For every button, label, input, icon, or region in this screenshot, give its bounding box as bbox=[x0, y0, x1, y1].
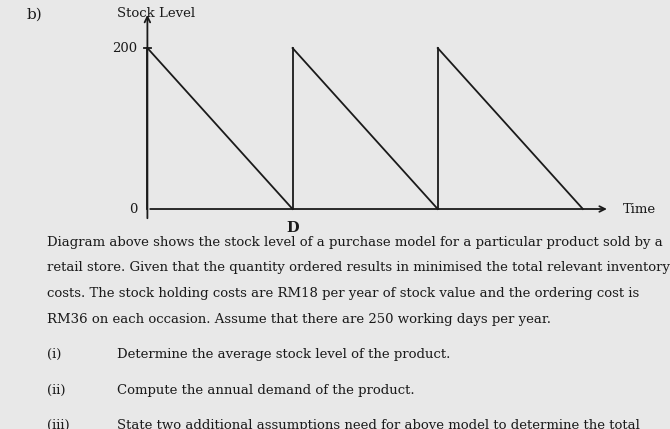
Text: Time: Time bbox=[623, 202, 656, 215]
Text: Stock Level: Stock Level bbox=[117, 7, 196, 20]
Text: (ii): (ii) bbox=[47, 384, 66, 397]
Text: costs. The stock holding costs are RM18 per year of stock value and the ordering: costs. The stock holding costs are RM18 … bbox=[47, 287, 639, 300]
Text: Diagram above shows the stock level of a purchase model for a particular product: Diagram above shows the stock level of a… bbox=[47, 236, 663, 249]
Text: (iii): (iii) bbox=[47, 419, 70, 429]
Text: 0: 0 bbox=[129, 202, 137, 215]
Text: (i): (i) bbox=[47, 348, 61, 361]
Text: RM36 on each occasion. Assume that there are 250 working days per year.: RM36 on each occasion. Assume that there… bbox=[47, 313, 551, 326]
Text: retail store. Given that the quantity ordered results in minimised the total rel: retail store. Given that the quantity or… bbox=[47, 261, 670, 274]
Text: D: D bbox=[286, 221, 299, 236]
Text: b): b) bbox=[27, 7, 43, 21]
Text: Determine the average stock level of the product.: Determine the average stock level of the… bbox=[117, 348, 451, 361]
Text: State two additional assumptions need for above model to determine the total: State two additional assumptions need fo… bbox=[117, 419, 640, 429]
Text: Compute the annual demand of the product.: Compute the annual demand of the product… bbox=[117, 384, 415, 397]
Text: 200: 200 bbox=[112, 42, 137, 54]
